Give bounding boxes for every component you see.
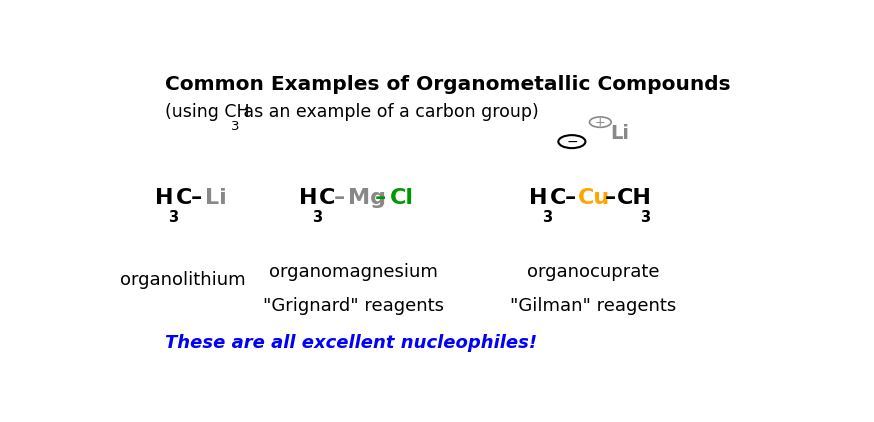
Text: Common Examples of Organometallic Compounds: Common Examples of Organometallic Compou… bbox=[165, 75, 731, 94]
Text: 3: 3 bbox=[641, 210, 650, 225]
Text: Li: Li bbox=[610, 124, 629, 143]
Text: Li: Li bbox=[205, 189, 226, 208]
Text: 3: 3 bbox=[312, 210, 323, 225]
Text: C: C bbox=[550, 189, 565, 208]
Text: organolithium: organolithium bbox=[120, 271, 246, 289]
Text: H: H bbox=[299, 189, 317, 208]
Text: C: C bbox=[319, 189, 336, 208]
Text: +: + bbox=[595, 116, 606, 129]
Text: 3: 3 bbox=[231, 119, 239, 133]
Text: organocuprate: organocuprate bbox=[527, 262, 660, 281]
Text: H: H bbox=[530, 189, 548, 208]
Text: 3: 3 bbox=[169, 210, 178, 225]
Text: "Grignard" reagents: "Grignard" reagents bbox=[262, 297, 444, 315]
Text: −: − bbox=[566, 135, 578, 149]
Text: –: – bbox=[375, 189, 386, 208]
Text: –: – bbox=[191, 189, 202, 208]
Text: –: – bbox=[605, 189, 615, 208]
Text: Cu: Cu bbox=[578, 189, 610, 208]
Text: organomagnesium: organomagnesium bbox=[268, 262, 438, 281]
Text: "Gilman" reagents: "Gilman" reagents bbox=[510, 297, 676, 315]
Text: C: C bbox=[176, 189, 192, 208]
Text: (using CH: (using CH bbox=[165, 103, 250, 121]
Text: –: – bbox=[334, 189, 345, 208]
Text: Cl: Cl bbox=[390, 189, 413, 208]
Text: –: – bbox=[565, 189, 576, 208]
Text: CH: CH bbox=[617, 189, 652, 208]
Text: Mg: Mg bbox=[349, 189, 386, 208]
Text: 3: 3 bbox=[543, 210, 552, 225]
Text: as an example of a carbon group): as an example of a carbon group) bbox=[238, 103, 538, 121]
Text: These are all excellent nucleophiles!: These are all excellent nucleophiles! bbox=[165, 334, 538, 352]
Text: H: H bbox=[156, 189, 174, 208]
